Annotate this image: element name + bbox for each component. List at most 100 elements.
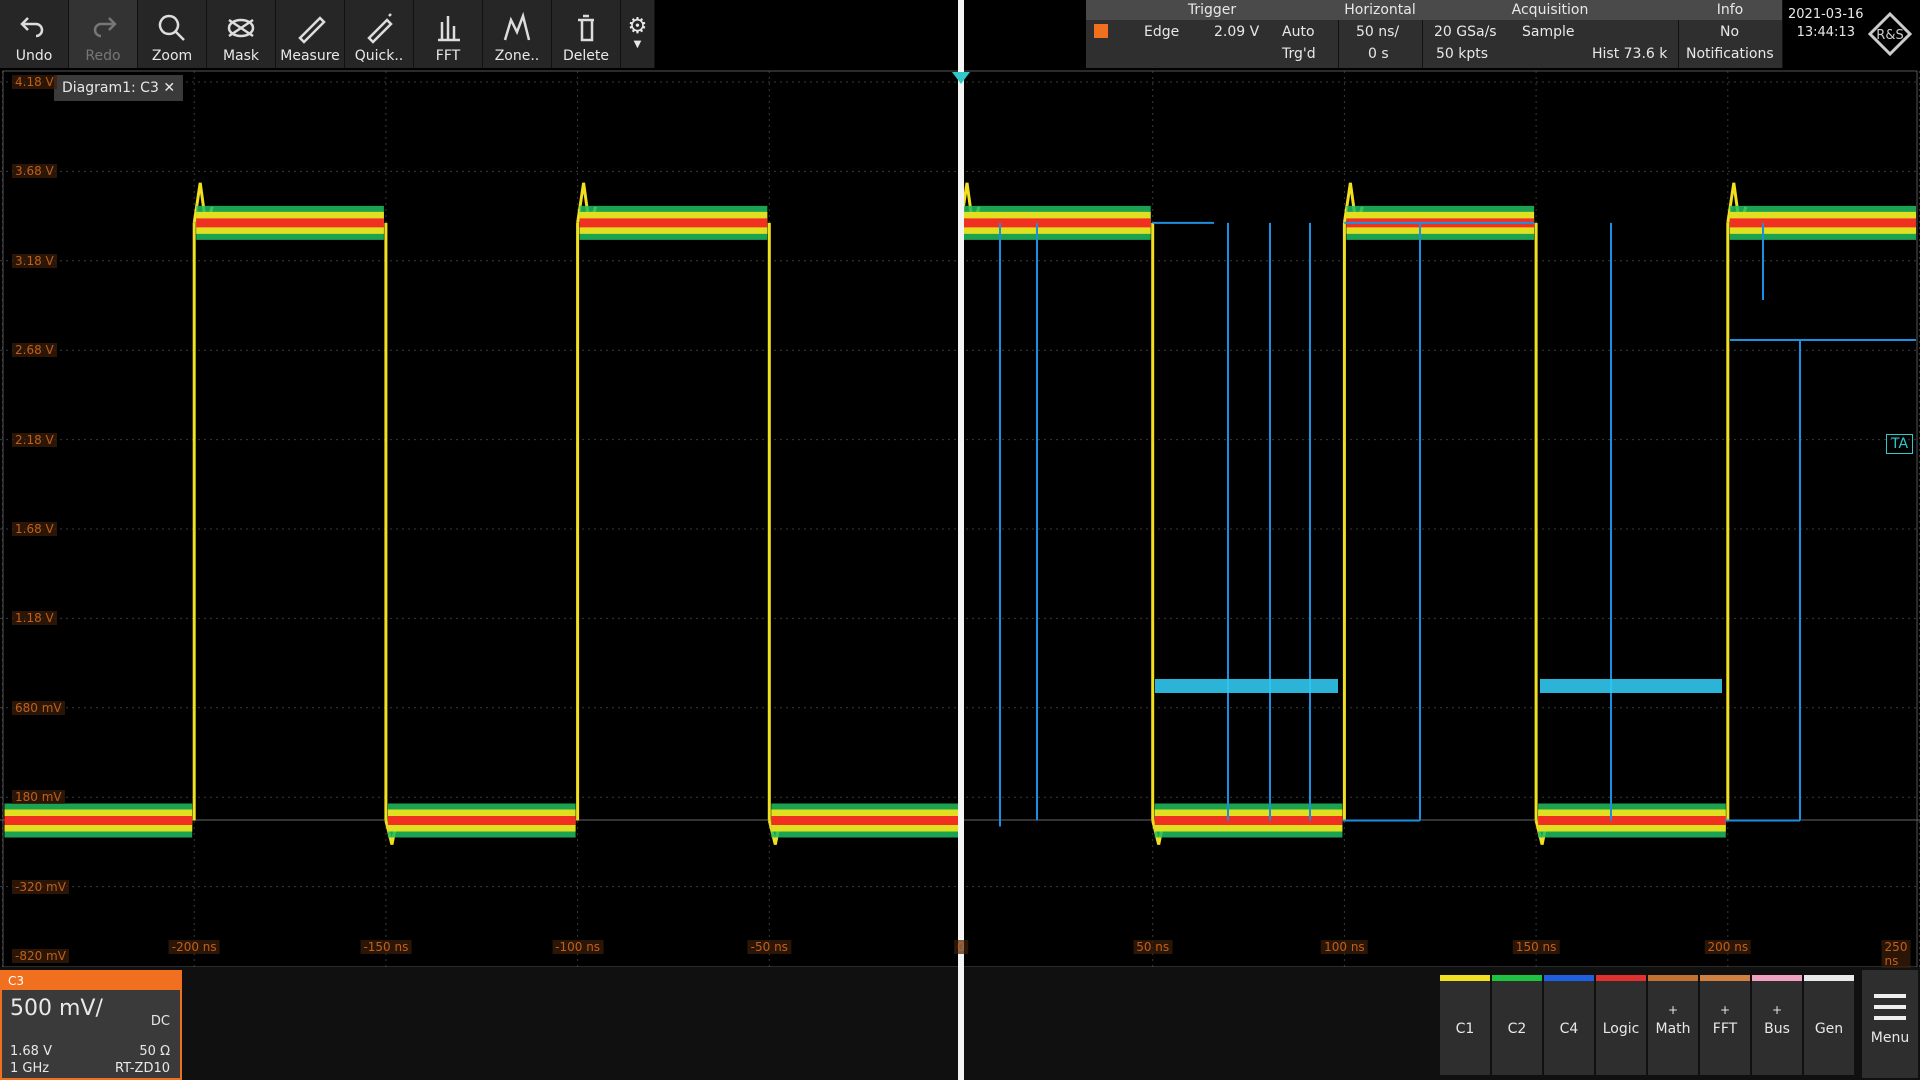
section-title: Acquisition — [1422, 0, 1678, 20]
toolbar-button[interactable]: Mask — [207, 0, 276, 68]
channel-button[interactable]: C2 — [1492, 975, 1542, 1075]
button-prefix — [1440, 1003, 1490, 1021]
toolbar-button[interactable]: Zoom — [138, 0, 207, 68]
channel-box[interactable]: C3 500 mV/ DC 1.68 V 50 Ω 1 GHz RT-ZD10 — [0, 970, 182, 1080]
button-icon — [87, 12, 119, 44]
acq-mode: Sample — [1522, 24, 1575, 40]
x-axis-label: -200 ns — [169, 940, 220, 954]
tab-label: Diagram1: C3 — [62, 80, 159, 96]
button-label: Zone.. — [495, 48, 540, 64]
button-prefix — [1804, 1003, 1854, 1021]
y-axis-label: 2.68 V — [12, 343, 57, 357]
button-label: FFT — [436, 48, 460, 64]
x-axis-label: 100 ns — [1321, 940, 1368, 954]
toolbar-button[interactable]: Zone.. — [483, 0, 552, 68]
channel-button[interactable]: Gen — [1804, 975, 1854, 1075]
icon-shape — [95, 18, 115, 36]
toolbar-button[interactable]: Undo — [0, 0, 69, 68]
x-axis-label: 150 ns — [1513, 940, 1560, 954]
channel-button[interactable]: +Math — [1648, 975, 1698, 1075]
toolbar-button[interactable]: FFT — [414, 0, 483, 68]
icon-shape — [505, 16, 529, 40]
button-prefix: + — [1700, 1003, 1750, 1021]
channel-button[interactable]: +Bus — [1752, 975, 1802, 1075]
button-icon — [363, 12, 395, 44]
button-label: Logic — [1596, 1021, 1646, 1037]
button-label: C2 — [1492, 1021, 1542, 1037]
toolbar-button[interactable]: Quick.. — [345, 0, 414, 68]
color-stripe — [1700, 975, 1750, 981]
impedance: 50 Ω — [139, 1044, 170, 1059]
x-axis-label: -100 ns — [552, 940, 603, 954]
button-label: Math — [1648, 1021, 1698, 1037]
channel-button[interactable]: Logic — [1596, 975, 1646, 1075]
toolbar-button[interactable]: Measure — [276, 0, 345, 68]
trigger-section[interactable]: Trigger Edge 2.09 V Auto Trg'd — [1086, 0, 1339, 68]
icon-shape — [22, 18, 42, 36]
section-title: Horizontal — [1338, 0, 1422, 20]
channel-button[interactable]: C1 — [1440, 975, 1490, 1075]
channel-button[interactable]: +FFT — [1700, 975, 1750, 1075]
color-stripe — [1440, 975, 1490, 981]
bandwidth: 1 GHz — [10, 1061, 49, 1076]
menu-button[interactable]: Menu — [1862, 970, 1918, 1078]
icon-shape — [160, 16, 184, 40]
channel-marker — [1094, 24, 1108, 38]
button-label: FFT — [1700, 1021, 1750, 1037]
info-section[interactable]: Info No Notifications — [1678, 0, 1783, 68]
svg-text:R&S: R&S — [1876, 28, 1903, 43]
time-position: 0 s — [1368, 46, 1389, 62]
y-axis-label: 4.18 V — [12, 75, 57, 89]
waveform-plot — [0, 68, 1920, 967]
channel-button[interactable]: C4 — [1544, 975, 1594, 1075]
x-axis-label: 0 — [954, 940, 968, 954]
trigger-type: Edge — [1144, 24, 1179, 40]
trigger-mode: Auto — [1282, 24, 1315, 40]
acquisition-section[interactable]: Acquisition 20 GSa/s Sample 50 kpts Hist… — [1422, 0, 1679, 68]
time-scale: 50 ns/ — [1356, 24, 1399, 40]
x-axis-label: 250 ns — [1882, 940, 1911, 968]
button-label: Delete — [563, 48, 609, 64]
horizontal-section[interactable]: Horizontal 50 ns/ 0 s — [1338, 0, 1423, 68]
sample-rate: 20 GSa/s — [1434, 24, 1497, 40]
settings-button[interactable]: ⚙▼ — [621, 0, 655, 68]
channel-name: C3 — [2, 972, 180, 990]
datetime: 2021-03-16 13:44:13 — [1788, 6, 1864, 42]
y-axis-label: 680 mV — [12, 701, 65, 715]
button-label: C4 — [1544, 1021, 1594, 1037]
button-prefix — [1492, 1003, 1542, 1021]
probe: RT-ZD10 — [115, 1061, 170, 1076]
toolbar: Undo Redo ZoomMaskMeasure Quick.. FFT Zone.. D… — [0, 0, 655, 68]
icon-shape — [229, 20, 253, 36]
logo: R&S — [1868, 12, 1912, 56]
button-icon — [225, 12, 257, 44]
toolbar-button[interactable]: Delete — [552, 0, 621, 68]
y-axis-label: 180 mV — [12, 790, 65, 804]
button-label: C1 — [1440, 1021, 1490, 1037]
channel-scale: 500 mV/ — [10, 996, 103, 1021]
date: 2021-03-16 — [1788, 6, 1864, 24]
button-icon — [18, 12, 50, 44]
color-stripe — [1648, 975, 1698, 981]
color-stripe — [1752, 975, 1802, 981]
section-title: Info — [1678, 0, 1782, 20]
y-axis-label: 3.68 V — [12, 164, 57, 178]
section-title: Trigger — [1086, 0, 1338, 20]
icon-shape — [438, 16, 460, 40]
color-stripe — [1492, 975, 1542, 981]
button-prefix — [1596, 1003, 1646, 1021]
button-icon — [501, 12, 533, 44]
color-stripe — [1596, 975, 1646, 981]
button-label: Bus — [1752, 1021, 1802, 1037]
toolbar-button[interactable]: Redo — [69, 0, 138, 68]
y-axis-label: 1.68 V — [12, 522, 57, 536]
x-axis-label: -150 ns — [360, 940, 411, 954]
button-label: Measure — [280, 48, 340, 64]
y-axis-label: -320 mV — [12, 880, 69, 894]
menu-icon — [1872, 990, 1908, 1026]
record-length: 50 kpts — [1436, 46, 1488, 62]
diagram-tab[interactable]: Diagram1: C3 ✕ — [54, 75, 183, 101]
offset: 1.68 V — [10, 1044, 52, 1059]
button-label: Redo — [85, 48, 120, 64]
